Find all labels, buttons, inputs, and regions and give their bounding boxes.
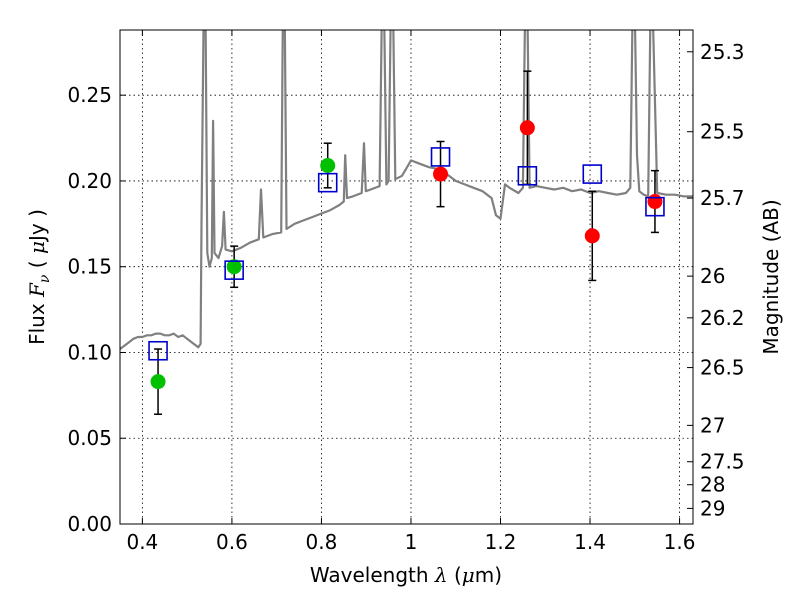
x-tick-label: 0.6	[216, 530, 248, 554]
y-tick-label: 0.00	[67, 512, 112, 536]
y2-axis-label: Magnitude (AB)	[759, 199, 783, 354]
y2-tick-label: 26.5	[700, 356, 745, 380]
y2-tick-label: 29	[700, 496, 725, 520]
data-point	[150, 374, 166, 390]
y-tick-label: 0.25	[67, 83, 112, 107]
model-spectrum-line	[120, 30, 693, 350]
plot-frame	[119, 29, 694, 525]
y2-tick-label: 26	[700, 264, 725, 288]
data-point	[647, 194, 663, 210]
photometry-points	[148, 70, 665, 415]
data-point	[433, 166, 449, 182]
model-point	[430, 147, 451, 167]
model-point	[645, 196, 665, 217]
data-point	[320, 158, 336, 174]
y-axis-label: Flux Fν ( μJy )	[25, 209, 53, 345]
ticks	[120, 30, 693, 525]
model-point	[224, 260, 244, 280]
data-point	[519, 120, 535, 136]
y2-tick-label: 25.5	[700, 120, 745, 144]
tick-labels: 0.4 0.6 0.8 1 1.2 1.4 1.6 0.00 0.05 0.10 0.15 0.20 0…	[67, 40, 744, 554]
y2-tick-label: 25.7	[700, 186, 745, 210]
y-tick-label: 0.10	[67, 340, 112, 364]
y2-tick-label: 27.5	[700, 450, 745, 474]
y-tick-label: 0.15	[67, 255, 112, 279]
y2-tick-label: 27	[700, 413, 725, 437]
model-point	[148, 340, 168, 361]
model-point	[517, 165, 538, 186]
model-point	[317, 172, 338, 193]
y-tick-label: 0.05	[67, 426, 112, 450]
y2-tick-label: 25.3	[700, 40, 745, 64]
data-point	[584, 228, 600, 244]
x-tick-label: 1.6	[664, 530, 696, 554]
y2-tick-label: 26.2	[700, 306, 745, 330]
x-tick-label: 1.2	[485, 530, 517, 554]
grid	[120, 30, 693, 525]
x-tick-label: 0.8	[306, 530, 338, 554]
x-tick-label: 1	[405, 530, 418, 554]
data-point	[226, 259, 242, 275]
x-tick-label: 1.4	[574, 530, 606, 554]
model-point	[582, 164, 603, 184]
model-spectrum	[120, 30, 693, 350]
y2-tick-label: 28	[700, 473, 725, 497]
x-axis-label: Wavelength λ (μm)	[310, 563, 502, 587]
x-tick-label: 0.4	[126, 530, 158, 554]
y-tick-label: 0.20	[67, 169, 112, 193]
